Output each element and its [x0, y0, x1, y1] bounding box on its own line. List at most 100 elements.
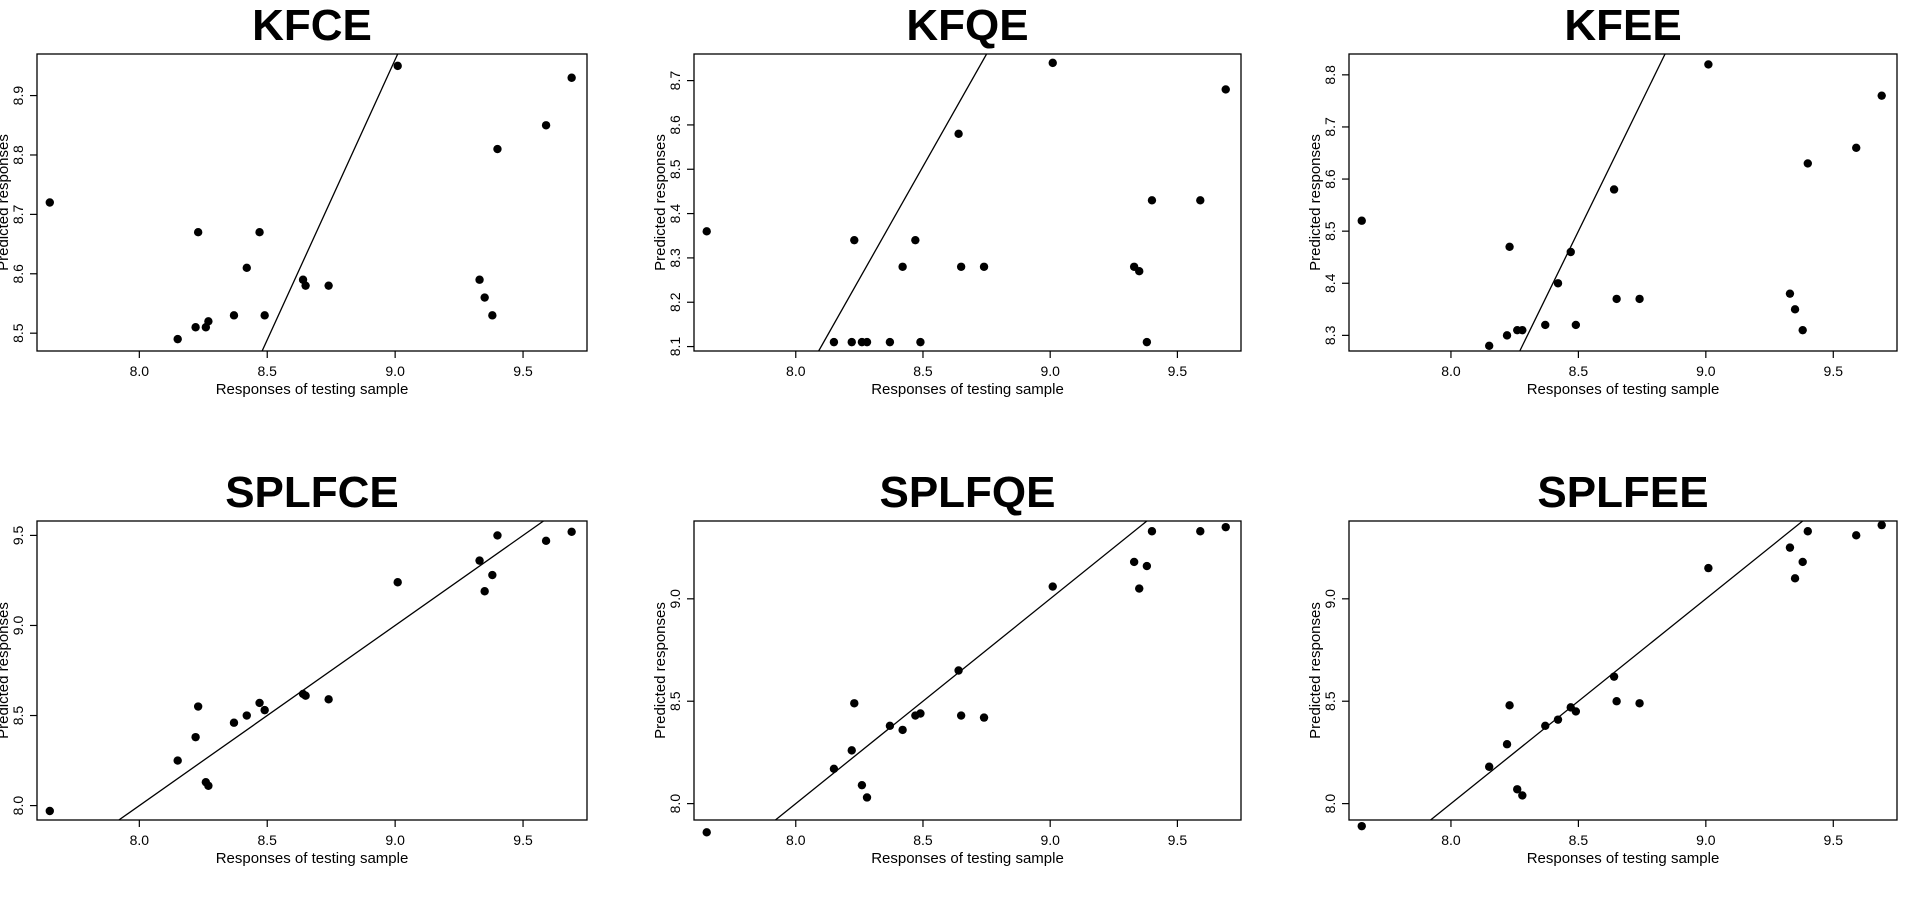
kfce-data-point	[204, 317, 213, 326]
splfee-data-point	[1635, 699, 1644, 708]
kfqe-data-point	[1142, 337, 1152, 347]
splfce-data-point	[45, 806, 54, 816]
splfce-y-axis-label: Predicted responses	[0, 602, 12, 739]
splfqe-data-point	[829, 764, 839, 774]
kfce-x-tick-label: 8.0	[130, 363, 150, 379]
kfee-x-axis-label: Responses of testing sample	[1527, 381, 1720, 398]
splfqe-y-axis-label: Predicted responses	[652, 602, 669, 739]
splfce-x-axis-label: Responses of testing sample	[216, 850, 409, 867]
kfee-y-tick-label: 8.5	[1322, 221, 1338, 241]
splfce-data-point	[475, 556, 484, 565]
kfee-y-tick-label: 8.8	[1322, 65, 1338, 85]
splfee-data-point	[1704, 563, 1713, 573]
kfce-fit-line	[261, 54, 399, 351]
kfee-data-point	[1635, 294, 1644, 304]
kfqe-y-axis-label: Predicted responses	[652, 134, 669, 271]
splfee-data-point	[1785, 543, 1795, 552]
splfqe-data-point	[954, 666, 963, 675]
kfee-title: KFEE	[1564, 1, 1681, 50]
splfqe-data-point	[1221, 522, 1230, 532]
splfqe-title: SPLFQE	[879, 468, 1055, 517]
splfqe-data-point	[885, 721, 895, 730]
kfqe-data-point	[829, 337, 839, 347]
splfce-y-tick-label: 8.0	[10, 796, 26, 816]
splfee-data-point	[1790, 574, 1800, 583]
kfqe-title: KFQE	[906, 1, 1028, 50]
kfce-y-tick-label: 8.8	[10, 145, 26, 165]
kfqe-x-tick-label: 8.0	[786, 363, 806, 379]
splfce-y-tick-label: 9.0	[10, 616, 26, 636]
splfqe-plot-frame	[693, 520, 1242, 821]
kfqe-y-tick-label: 8.7	[667, 71, 683, 91]
splfee-data-point	[1518, 791, 1527, 800]
splfqe-panel: SPLFQE 8.0 8.5 9.0 9.5 8.0 8.5 9.0 Responses of …	[652, 468, 1242, 867]
splfqe-data-point	[1135, 584, 1144, 593]
splfqe-x-tick-label: 9.5	[1168, 832, 1188, 848]
kfce-data-point	[229, 311, 239, 320]
kfqe-data-point	[954, 129, 963, 138]
splfee-data-point	[1505, 701, 1514, 710]
kfce-data-point	[324, 281, 333, 290]
kfee-y-tick-label: 8.7	[1322, 117, 1338, 137]
kfqe-data-point	[702, 227, 711, 236]
splfee-data-point	[1502, 740, 1512, 749]
splfqe-data-point	[1048, 582, 1057, 591]
splfqe-y-tick-label: 8.5	[667, 691, 683, 711]
splfce-data-point	[193, 702, 203, 711]
kfee-data-point	[1609, 185, 1619, 194]
kfce-data-point	[45, 198, 54, 207]
splfce-data-point	[260, 705, 269, 715]
kfee-data-point	[1566, 247, 1575, 257]
kfqe-y-tick-label: 8.3	[667, 248, 683, 268]
kfqe-data-point	[911, 235, 920, 245]
splfee-data-point	[1484, 762, 1494, 771]
kfqe-data-point	[1135, 267, 1144, 276]
kfee-data-point	[1553, 279, 1563, 288]
splfee-data-point	[1877, 520, 1886, 530]
kfce-data-point	[242, 263, 251, 273]
kfqe-data-point	[1147, 196, 1157, 205]
kfqe-y-tick-label: 8.4	[667, 204, 683, 224]
splfee-y-tick-label: 9.0	[1322, 589, 1338, 609]
splfqe-data-point	[956, 711, 966, 720]
kfqe-data-point	[862, 337, 872, 347]
splfee-y-tick-label: 8.0	[1322, 794, 1338, 814]
splfqe-x-tick-label: 8.0	[786, 832, 806, 848]
splfee-fit-line	[1430, 521, 1804, 820]
kfce-data-point	[173, 334, 182, 344]
splfee-y-tick-label: 8.5	[1322, 691, 1338, 711]
kfqe-data-point	[1196, 196, 1205, 205]
kfqe-x-tick-label: 9.5	[1168, 363, 1188, 379]
kfqe-data-point	[847, 337, 856, 347]
splfee-x-tick-label: 8.0	[1441, 832, 1461, 848]
kfqe-data-point	[898, 262, 907, 271]
splfee-data-point	[1553, 715, 1563, 724]
kfqe-x-tick-label: 8.5	[913, 363, 933, 379]
kfce-y-tick-label: 8.7	[10, 204, 26, 224]
splfce-data-point	[393, 578, 402, 587]
kfee-data-point	[1518, 325, 1527, 335]
splfqe-data-point	[979, 713, 989, 722]
kfce-data-point	[191, 323, 200, 332]
kfee-data-point	[1502, 331, 1512, 340]
splfee-data-point	[1571, 707, 1581, 716]
kfce-data-point	[255, 228, 264, 237]
splfqe-data-point	[916, 709, 925, 718]
splfqe-data-point	[857, 780, 867, 790]
kfce-y-axis-label: Predicted responses	[0, 134, 12, 271]
kfce-panel: KFCE 8.0 8.5 9.0 9.5 8.5 8.6 8.7 8.8 8.9 Responses…	[0, 1, 588, 398]
kfce-x-axis-label: Responses of testing sample	[216, 381, 409, 398]
splfce-data-point	[229, 718, 239, 727]
splfce-data-point	[255, 698, 264, 708]
splfce-fit-line	[118, 521, 544, 820]
splfee-panel: SPLFEE 8.0 8.5 9.0 9.5 8.0 8.5 9.0 Responses of …	[1307, 468, 1898, 867]
splfce-data-point	[493, 531, 502, 540]
kfee-data-point	[1612, 294, 1621, 304]
splfee-data-point	[1612, 697, 1621, 706]
kfce-data-point	[260, 311, 269, 320]
kfqe-data-point	[885, 337, 895, 347]
kfqe-y-tick-label: 8.2	[667, 292, 683, 312]
kfee-x-tick-label: 9.5	[1824, 363, 1844, 379]
splfce-data-point	[541, 536, 551, 546]
